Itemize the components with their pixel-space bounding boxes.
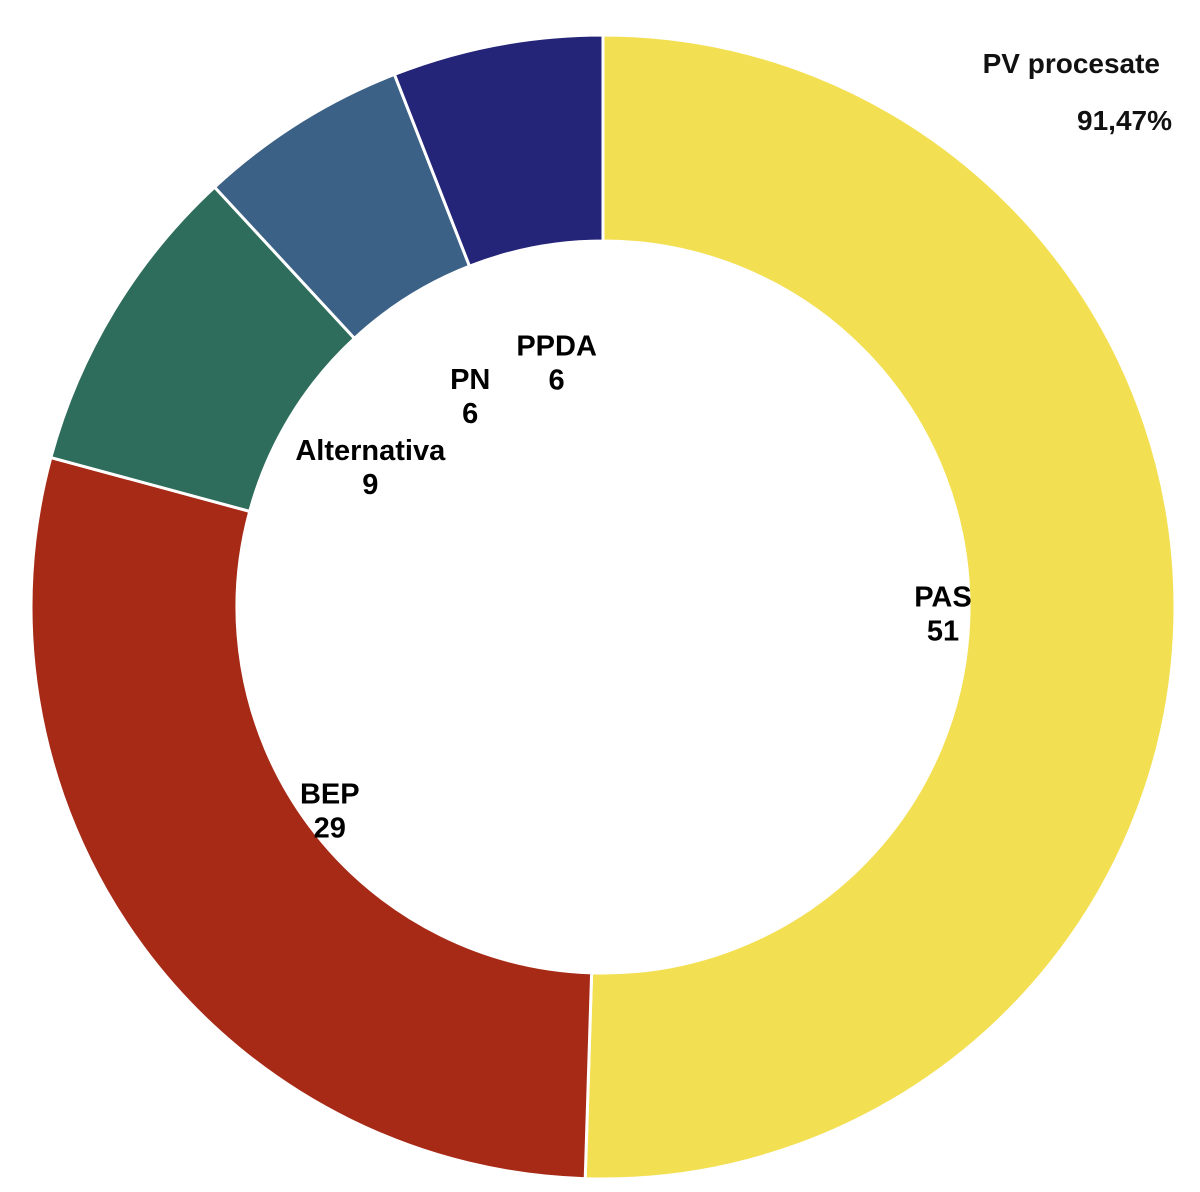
slice-value-alternativa: 9 xyxy=(362,469,378,501)
slice-ppda xyxy=(392,33,605,269)
slice-label-pas: PAS xyxy=(914,581,971,613)
slice-value-pas: 51 xyxy=(927,615,959,647)
slice-bep xyxy=(29,455,594,1181)
processed-caption: PV procesate xyxy=(982,48,1160,79)
donut-slices xyxy=(29,33,1177,1181)
slice-value-pn: 6 xyxy=(462,398,478,430)
slice-label-alternativa: Alternativa xyxy=(295,435,446,467)
processed-percentage: 91,47% xyxy=(1077,105,1172,136)
slice-label-ppda: PPDA xyxy=(516,330,597,362)
slice-label-pn: PN xyxy=(450,364,490,396)
slice-value-ppda: 6 xyxy=(549,364,565,396)
slice-label-bep: BEP xyxy=(300,778,360,810)
slice-pas xyxy=(583,33,1177,1181)
slice-value-bep: 29 xyxy=(314,812,346,844)
